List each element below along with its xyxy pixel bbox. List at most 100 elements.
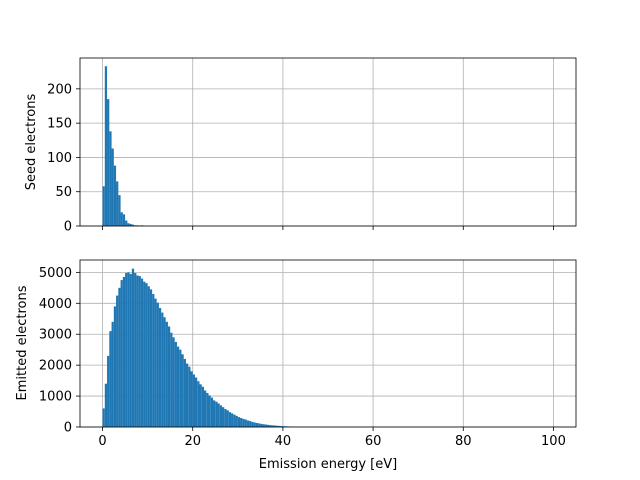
emitted-histogram-bar [199, 384, 202, 427]
emitted-histogram-bar [111, 321, 114, 427]
emitted-histogram-bar [206, 392, 209, 427]
emitted-histogram-bar [179, 349, 182, 427]
emitted-histogram-bar [208, 395, 211, 427]
seed-histogram-bar [113, 165, 117, 226]
emitted-histogram-bar [113, 306, 117, 427]
emitted-electrons-ylabel: Emitted electrons [15, 285, 30, 400]
emitted-axes-frame [79, 259, 577, 428]
seed-histogram-bar [104, 66, 108, 226]
emitted-histogram-bar [134, 272, 137, 427]
emitted-histogram-bar [235, 415, 238, 427]
emitted-histogram-bar [152, 294, 155, 427]
seed-histogram-bar [107, 99, 110, 226]
emitted-xtick-label: 60 [365, 434, 382, 449]
emitted-histogram-bar [204, 390, 207, 427]
emitted-histogram-bar [215, 401, 218, 427]
emitted-ytick-label: 4000 [39, 297, 72, 312]
emitted-histogram-bar [242, 418, 245, 427]
emitted-histogram-bar [154, 298, 157, 427]
emitted-histogram-bar [217, 403, 220, 427]
emitted-histogram-bar [231, 413, 234, 427]
emitted-histogram-bar [147, 286, 150, 427]
emitted-histogram-bar [158, 307, 162, 427]
emitted-histogram-bar [188, 366, 191, 427]
seed-histogram-bar [127, 223, 130, 226]
emitted-histogram-bar [165, 321, 168, 427]
emitted-histogram-bar [138, 276, 141, 427]
emitted-histogram-bar [201, 386, 204, 427]
seed-ytick-label: 200 [47, 82, 72, 97]
seed-histogram-bar [122, 214, 126, 226]
emitted-xtick-label: 40 [275, 434, 292, 449]
seed-histogram-bar [131, 224, 135, 226]
emitted-histogram-bar [251, 422, 254, 427]
emitted-histogram-bar [253, 422, 256, 427]
seed-histogram-bar [118, 195, 121, 226]
emitted-histogram-bar [145, 283, 148, 427]
emitted-histogram-bar [102, 408, 105, 427]
emitted-histogram-bar [140, 278, 144, 427]
emitted-histogram-bar [127, 272, 130, 427]
emitted-ytick-label: 1000 [39, 390, 72, 405]
emitted-histogram-bar [167, 326, 171, 427]
emitted-histogram-bar [244, 419, 247, 427]
seed-axes-frame [79, 57, 577, 227]
emitted-histogram-bar [190, 371, 193, 427]
emitted-histogram-bar [224, 409, 227, 427]
emitted-histogram-bar [172, 337, 175, 427]
emitted-histogram-bar [246, 420, 250, 427]
emitted-histogram-bar [163, 317, 166, 427]
emitted-histogram-bar [192, 374, 195, 427]
emission-energy-xlabel: Emission energy [eV] [259, 457, 397, 472]
seed-histogram-bar [109, 131, 112, 226]
emitted-histogram-bar [233, 414, 236, 427]
emitted-ytick-label: 0 [64, 421, 72, 436]
emitted-histogram-bar [185, 363, 189, 427]
seed-ytick-label: 150 [47, 117, 72, 132]
emitted-histogram-bar [107, 355, 110, 427]
emitted-histogram-bar [174, 341, 177, 427]
emitted-histogram-bar [273, 425, 277, 427]
seed-histogram-bar [111, 148, 114, 226]
seed-electrons-ylabel: Seed electrons [24, 94, 39, 191]
seed-histogram-bar [102, 186, 105, 226]
seed-histogram-bar [125, 220, 128, 226]
emitted-histogram-bar [104, 383, 108, 427]
seed-histogram-bar [116, 181, 119, 226]
emitted-histogram-bar [120, 280, 123, 427]
seed-ytick-label: 100 [47, 151, 72, 166]
emitted-histogram-bar [249, 421, 252, 427]
emitted-histogram-bar [131, 268, 135, 427]
emitted-histogram-bar [271, 425, 274, 427]
emitted-histogram-bar [213, 400, 216, 427]
emitted-histogram-bar [125, 272, 128, 427]
emitted-histogram-bar [176, 346, 180, 427]
emitted-histogram-bar [262, 424, 265, 427]
seed-electrons-panel: 0 50 100 150 200 [47, 57, 577, 235]
emitted-histogram-bar [183, 358, 186, 427]
emitted-histogram-bar [129, 273, 132, 427]
emitted-histogram-bar [240, 418, 243, 427]
emitted-histogram-bar [267, 424, 270, 427]
emitted-xtick-label: 20 [184, 434, 201, 449]
emitted-histogram-bar [258, 423, 261, 427]
emitted-ytick-label: 5000 [39, 266, 72, 281]
emitted-histogram-bar [181, 354, 184, 427]
emitted-histogram-bar [149, 289, 153, 427]
emitted-histogram-bar [118, 287, 121, 427]
seed-histogram-bar [120, 212, 123, 226]
emitted-histogram-bar [122, 277, 126, 427]
emitted-histogram-bar [269, 425, 272, 427]
seed-ytick-label: 0 [64, 220, 72, 235]
emitted-histogram-bar [276, 425, 279, 427]
emitted-histogram-bar [136, 275, 139, 427]
seed-histogram-bar [129, 223, 132, 226]
emitted-ytick-label: 2000 [39, 359, 72, 374]
emitted-histogram-bar [222, 407, 225, 427]
emitted-histogram-bar [170, 332, 173, 427]
emitted-histogram-bar [228, 412, 232, 427]
emitted-xtick-label: 80 [455, 434, 472, 449]
emitted-ytick-label: 3000 [39, 328, 72, 343]
